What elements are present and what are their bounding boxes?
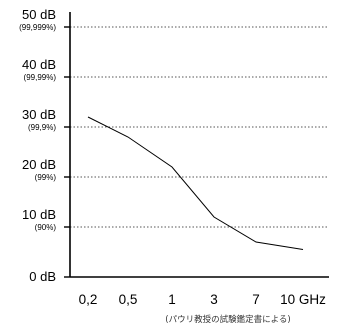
y-tick-sublabel: (99,999%) — [19, 23, 56, 32]
y-tick-label: 50 dB — [22, 7, 56, 22]
x-tick-label: 1 — [168, 292, 176, 307]
y-tick-sublabel: (99,9%) — [28, 123, 56, 132]
x-tick-label: 3 — [210, 292, 218, 307]
y-tick-label: 0 dB — [29, 269, 56, 284]
y-tick-sublabel: (99,99%) — [24, 73, 57, 82]
y-tick-sublabel: (90%) — [35, 223, 57, 232]
x-tick-label: 7 — [252, 292, 260, 307]
y-tick-label: 30 dB — [22, 107, 56, 122]
series-line — [87, 116, 304, 250]
y-tick-label: 40 dB — [22, 57, 56, 72]
y-tick-label: 10 dB — [22, 207, 56, 222]
x-tick-label: 0,2 — [79, 292, 98, 307]
y-tick-label: 20 dB — [22, 157, 56, 172]
y-tick-sublabel: (99%) — [35, 173, 57, 182]
y-tick-labels: 50 dB(99,999%) 40 dB(99,99%) 30 dB(99,9%) 2… — [19, 7, 70, 284]
gridlines — [70, 26, 329, 228]
x-tick-label: 10 GHz — [280, 292, 326, 307]
source-note: (パウリ教授の試験鑑定書による) — [165, 314, 290, 325]
x-tick-labels: 0,2 0,5 1 3 7 10 GHz — [79, 292, 327, 307]
axes — [69, 12, 329, 278]
x-tick-label: 0,5 — [119, 292, 138, 307]
